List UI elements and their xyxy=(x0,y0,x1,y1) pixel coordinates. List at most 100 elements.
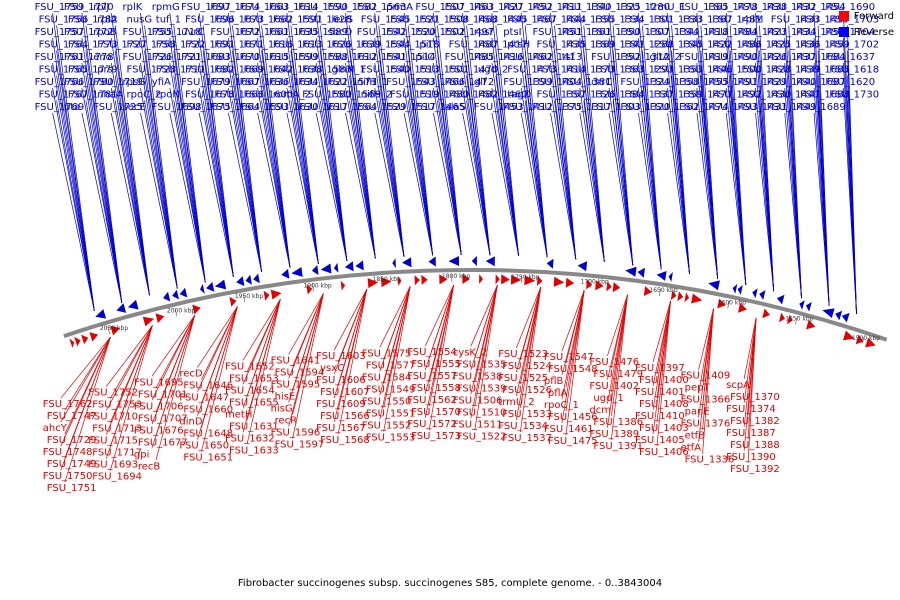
forward-label-line xyxy=(698,308,714,442)
reverse-label-line xyxy=(847,100,857,315)
reverse-gene-arrow xyxy=(799,300,805,310)
forward-gene-label: dcm xyxy=(589,405,611,416)
forward-label-line xyxy=(743,317,757,403)
forward-gene-label: FSU_1387 xyxy=(726,428,776,439)
reverse-gene-label: FSU_1517 xyxy=(386,102,436,113)
reverse-label-line xyxy=(466,75,491,256)
forward-label-line xyxy=(379,286,411,396)
reverse-gene-label: ptsH xyxy=(507,40,530,51)
reverse-label-line xyxy=(232,50,262,272)
reverse-gene-label: FSU_1616 xyxy=(244,40,294,51)
reverse-gene-label: FSU_1280 xyxy=(620,2,670,13)
forward-label-line xyxy=(519,286,542,433)
legend-forward: Forward xyxy=(838,8,894,24)
forward-label-line xyxy=(155,315,196,461)
reverse-gene-label: FSU_1571 xyxy=(328,77,378,88)
forward-label-line xyxy=(197,306,238,368)
reverse-label-line xyxy=(110,112,150,296)
reverse-gene-label: FSU_1663 xyxy=(240,2,290,13)
reverse-label-line xyxy=(700,75,719,279)
reverse-label-line xyxy=(290,25,319,264)
forward-label-line xyxy=(197,306,238,440)
reverse-gene-label: pilT xyxy=(419,40,438,51)
reverse-label-line xyxy=(608,112,634,266)
reverse-gene-label: romA_2 xyxy=(273,90,311,101)
reverse-gene-label: FSU_1307 xyxy=(620,27,670,38)
reverse-gene-label: FSU_1718 xyxy=(152,27,202,38)
legend-forward-label: Forward xyxy=(853,10,894,22)
reverse-gene-label: rplJ xyxy=(93,2,109,13)
forward-gene-label: FSU_1388 xyxy=(730,440,780,451)
reverse-label-line xyxy=(671,75,690,274)
reverse-gene-label: FSU_1416 xyxy=(474,52,524,63)
forward-gene-label: recR xyxy=(275,416,298,427)
reverse-gene-label: FSU_1340 xyxy=(562,2,612,13)
reverse-label-line xyxy=(319,50,348,261)
reverse-gene-arrow xyxy=(236,276,245,286)
reverse-gene-label: FSU_1345 xyxy=(654,40,704,51)
forward-label-line xyxy=(515,286,542,397)
forward-label-line xyxy=(383,286,411,432)
reverse-gene-label: FSU_1630 xyxy=(269,102,319,113)
reverse-label-line xyxy=(349,75,376,259)
reverse-gene-label: nifH_1 xyxy=(357,77,389,88)
reverse-gene-label: FSU_1457 xyxy=(800,15,850,26)
forward-gene-arrow xyxy=(142,316,155,327)
forward-gene-label: FSU_1539 xyxy=(457,383,507,394)
reverse-gene-label: FSU_1770 xyxy=(64,2,114,13)
reverse-label-line xyxy=(554,50,577,260)
reverse-label-line xyxy=(403,112,434,256)
reverse-label-line xyxy=(550,112,577,260)
forward-gene-label: FSU_1607 xyxy=(320,387,370,398)
reverse-gene-arrow xyxy=(344,261,354,272)
reverse-gene-label: FSU_1691 xyxy=(185,40,235,51)
scale-tick-label: 1600 kbp xyxy=(718,299,746,306)
forward-gene-label: FSU_1397 xyxy=(635,363,685,374)
reverse-gene-label: FSU_1514 xyxy=(386,52,436,63)
reverse-gene-label: FSU_1352 xyxy=(591,52,641,63)
reverse-gene-label: prs xyxy=(97,65,113,76)
forward-gene-label: FSU_1390 xyxy=(726,452,776,463)
reverse-strand-genes xyxy=(95,256,850,323)
forward-gene-label: hisE xyxy=(275,392,296,403)
forward-gene-label: FSU_1405 xyxy=(635,435,685,446)
reverse-gene-arrow xyxy=(179,287,188,298)
reverse-gene-label: FSU_1411 xyxy=(533,2,583,13)
forward-gene-label: FSU_1537 xyxy=(502,433,552,444)
reverse-gene-label: FSU_1492 xyxy=(712,90,762,101)
reverse-label-line xyxy=(524,50,548,258)
reverse-label-line xyxy=(642,100,662,270)
reverse-gene-label: FSU_1312 xyxy=(620,52,670,63)
reverse-gene-arrow xyxy=(163,291,171,302)
forward-label-line xyxy=(470,285,498,419)
reverse-gene-label: FSU_1458 xyxy=(796,27,846,38)
scale-tick xyxy=(174,308,178,317)
forward-gene-arrow xyxy=(612,282,621,293)
forward-label-line xyxy=(702,308,714,454)
reverse-gene-label: yfiA xyxy=(152,77,171,88)
forward-gene-label: FSU_1370 xyxy=(730,392,780,403)
reverse-gene-label: FSU_1301 xyxy=(624,15,674,26)
reverse-gene-label: sbcD xyxy=(328,27,353,38)
forward-label-line xyxy=(607,294,628,428)
reverse-gene-arrow xyxy=(577,261,588,272)
forward-gene-label: FSU_1752 xyxy=(88,388,138,399)
forward-gene-label: FSU_1677 xyxy=(138,437,188,448)
forward-label-line xyxy=(565,290,585,436)
forward-label-line xyxy=(470,285,498,395)
forward-gene-label: FSU_1534 xyxy=(498,421,548,432)
forward-gene-label: pflA xyxy=(548,388,568,399)
forward-gene-label: FSU_1366 xyxy=(681,395,731,406)
reverse-gene-arrow xyxy=(752,288,758,299)
reverse-gene-label: FSU_1519 xyxy=(390,90,440,101)
reverse-label-line xyxy=(173,25,206,283)
reverse-label-line xyxy=(813,112,830,306)
reverse-gene-arrow xyxy=(428,256,436,267)
reverse-gene-label: FSU_1426 xyxy=(738,52,788,63)
reverse-gene-label: FSU_1487 xyxy=(449,40,499,51)
reverse-gene-label: FSU_1544 xyxy=(361,40,411,51)
forward-gene-label: FSU_1652 xyxy=(225,361,275,372)
forward-gene-label: FSU_1567 xyxy=(316,423,366,434)
reverse-label-line xyxy=(286,112,319,264)
